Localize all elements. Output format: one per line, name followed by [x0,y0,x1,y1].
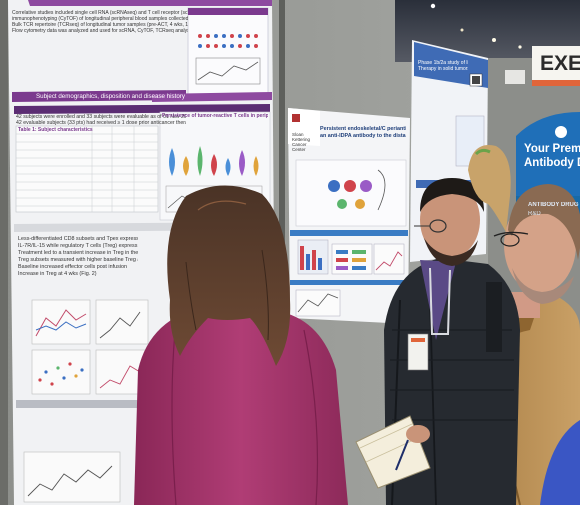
exhibit-sign-text: EXE [540,52,580,75]
right-title-line: Phase 1b/2a study of lifileucel TIL [418,60,468,66]
intro-line: Bulk TCR repertoire (TCRseq) of longitud… [12,22,188,28]
exhibit-sign-board [532,46,580,86]
blue-sleeve [540,420,580,505]
institution-logo-text: Sloan Kettering Cancer Center [292,132,311,152]
bullet-line: 42 subjects were enrolled and 33 subject… [16,114,186,120]
intro-line: Flow cytometry data was analyzed and use… [12,28,188,34]
badge-lanyard-card [407,333,429,371]
dot-matrix-figure [195,34,261,85]
banner-line: Your Premi [524,143,580,155]
banner-small-text: ANTIBODY DRUG [528,202,579,208]
result-line: Baseline increased effector cells post i… [18,264,127,270]
center-title-line: an anti-IDPA antibody to the distal epit… [320,133,406,139]
center-title-line: Persistent endoskeletal/C periantibodies… [320,126,406,132]
banner-line: Antibody Dr [524,157,580,169]
table-title: Table 1: Subject characteristics [18,127,93,133]
result-line: Increase in Treg at 4 wks (Fig. 2) [18,271,97,277]
result-line: Treatment led to a transient increase in… [18,250,138,256]
banner-sub-text: R&D [528,211,541,217]
blonde-bystander [468,145,511,232]
right-title-line: Therapy in solid tumors [418,66,468,72]
table-rows [16,126,158,212]
intro-line: immunophenotyping (CyTOF) of longitudina… [12,16,188,22]
man-dark-jacket [355,178,520,505]
periph-heading: Persistence of tumor-reactive T cells in… [162,113,268,119]
result-line: Less-differentiated CD8 subsets and Tpex… [18,236,138,242]
dot-plot [38,362,84,386]
woman-magenta-top [134,185,348,505]
result-line: Treg subsets measured with higher baseli… [18,257,138,263]
intro-line: Correlative studies included single cell… [12,10,188,16]
section-heading-demographics: Subject demographics, disposition and di… [36,93,185,100]
center-poster-figure [328,169,386,211]
result-line: IL-7R/IL-15 while regulatory T cells (Tr… [18,243,138,249]
pen [395,439,409,471]
bullet-line: 42 evaluable subjects (33 pts) had recei… [16,120,186,126]
